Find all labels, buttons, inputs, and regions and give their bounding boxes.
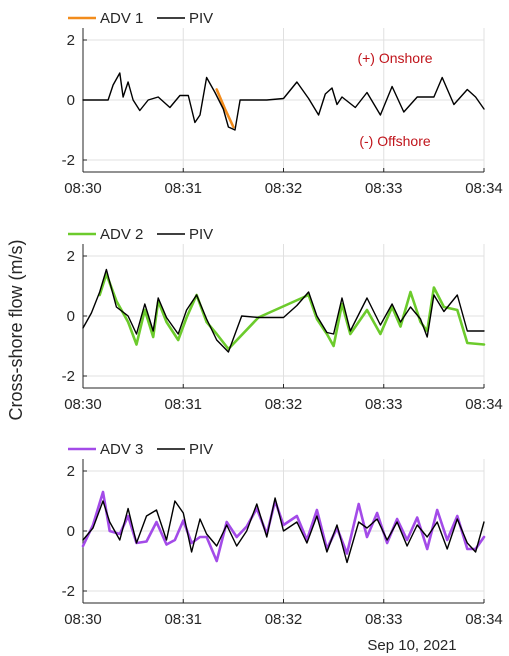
legend-label-piv: PIV: [189, 10, 213, 27]
legend-label-adv-3: ADV 3: [100, 441, 143, 458]
legend-label-piv: PIV: [189, 226, 213, 243]
x-tick-label: 08:31: [164, 180, 202, 197]
legend-label-adv-1: ADV 1: [100, 10, 143, 27]
x-tick-label: 08:33: [365, 611, 403, 628]
x-tick-label: 08:31: [164, 396, 202, 413]
panel-1: -2 0 2 08:30 08:31 08:32 08:33 08:34 ADV 1 PIV (+)…: [62, 10, 503, 197]
panel-3: -2 0 2 08:30 08:31 08:32 08:33 08:34 ADV 3 PIV: [62, 441, 503, 628]
y-tick-label: -2: [62, 368, 75, 385]
legend-label-piv: PIV: [189, 441, 213, 458]
series-line-piv: [82, 268, 485, 353]
x-tick-label: 08:30: [64, 180, 102, 197]
x-tick-label: 08:32: [265, 180, 303, 197]
annotation-offshore: (-) Offshore: [359, 133, 431, 149]
x-tick-label: 08:32: [265, 396, 303, 413]
series-line-piv: [82, 497, 485, 564]
y-tick-label: 0: [67, 92, 75, 109]
x-tick-label: 08:31: [164, 611, 202, 628]
x-tick-label: 08:34: [465, 611, 503, 628]
y-tick-label: 2: [67, 248, 75, 265]
x-tick-label: 08:33: [365, 396, 403, 413]
date-label: Sep 10, 2021: [367, 637, 456, 654]
y-tick-label: 2: [67, 463, 75, 480]
x-tick-label: 08:34: [465, 180, 503, 197]
x-tick-label: 08:32: [265, 611, 303, 628]
annotation-onshore: (+) Onshore: [357, 50, 432, 66]
series-line-piv: [82, 72, 485, 131]
y-axis-label: Cross-shore flow (m/s): [6, 239, 26, 420]
y-tick-label: 0: [67, 523, 75, 540]
panel-2: -2 0 2 08:30 08:31 08:32 08:33 08:34 ADV 2 PIV: [62, 226, 503, 413]
x-tick-label: 08:30: [64, 396, 102, 413]
y-tick-label: -2: [62, 152, 75, 169]
y-tick-label: -2: [62, 583, 75, 600]
y-tick-label: 0: [67, 308, 75, 325]
y-tick-label: 2: [67, 32, 75, 49]
x-tick-label: 08:33: [365, 180, 403, 197]
series-line-adv-2: [98, 272, 486, 351]
x-tick-label: 08:34: [465, 396, 503, 413]
x-tick-label: 08:30: [64, 611, 102, 628]
legend-label-adv-2: ADV 2: [100, 226, 143, 243]
series-line-adv-1: [215, 88, 235, 129]
